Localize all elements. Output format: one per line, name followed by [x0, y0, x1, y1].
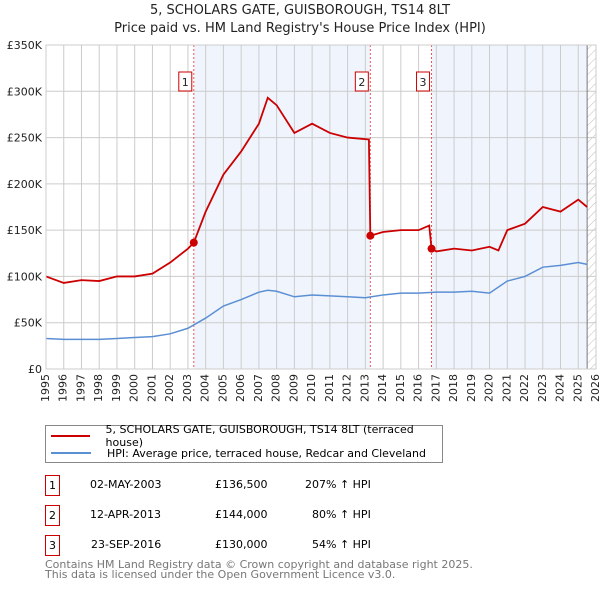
- x-tick-label: 2021: [500, 374, 513, 402]
- forecast-hatch: [587, 45, 596, 369]
- property-line: [45, 96, 588, 284]
- hpi-line: [45, 261, 588, 341]
- x-tick-label: 1996: [57, 374, 70, 402]
- footer-licence: This data is licensed under the Open Gov…: [45, 568, 396, 581]
- sale-number: 3: [45, 535, 60, 556]
- sale-point: [427, 244, 436, 253]
- sale-row: 2 12-APR-2013 £144,000 80% ↑ HPI: [45, 505, 445, 526]
- x-tick-label: 2016: [412, 374, 425, 402]
- legend-swatch-property: [51, 435, 90, 437]
- sale-price: £144,000: [215, 508, 268, 521]
- x-tick-label: 2005: [216, 374, 229, 402]
- x-tick-label: 1995: [39, 374, 52, 402]
- x-tick-label: 2023: [536, 374, 549, 402]
- chart: 1995 1996 1997 1998 1999 2000 2001 2002 2003 2004…: [7, 39, 600, 402]
- sale-point: [189, 238, 198, 247]
- x-tick-label: 2022: [518, 374, 531, 402]
- x-tick-label: 2019: [465, 374, 478, 402]
- sale-row: 3 23-SEP-2016 £130,000 54% ↑ HPI: [45, 535, 445, 556]
- x-tick-label: 2020: [483, 374, 496, 402]
- legend: 5, SCHOLARS GATE, GUISBOROUGH, TS14 8LT …: [45, 423, 443, 463]
- y-tick-label: £150K: [7, 224, 43, 237]
- y-tick-label: £0: [28, 363, 42, 376]
- sale-number: 2: [45, 505, 60, 526]
- x-tick-label: 2014: [376, 374, 389, 402]
- footer-copyright: Contains HM Land Registry data © Crown c…: [45, 558, 473, 571]
- footer: Contains HM Land Registry data © Crown c…: [45, 558, 473, 581]
- x-tick-label: 2008: [270, 374, 283, 402]
- x-tick-label: 1997: [74, 374, 87, 402]
- sale-hpi: 80% ↑ HPI: [312, 508, 371, 521]
- x-tick-label: 2011: [323, 374, 336, 402]
- x-tick-label: 2007: [252, 374, 265, 402]
- sale-marker-box: [416, 71, 431, 92]
- x-tick-label: 2015: [394, 374, 407, 402]
- sale-row: 1 02-MAY-2003 £136,500 207% ↑ HPI: [45, 475, 445, 496]
- legend-label-hpi: HPI: Average price, terraced house, Redc…: [107, 446, 426, 460]
- x-tick-label: 2003: [181, 374, 194, 402]
- x-tick-label: 2009: [287, 374, 300, 402]
- sale-marker-box: [178, 71, 193, 92]
- sale-hpi: 207% ↑ HPI: [305, 478, 371, 491]
- chart-subtitle: Price paid vs. HM Land Registry's House …: [114, 21, 486, 36]
- shaded-period: [431, 45, 588, 369]
- sale-date: 23-SEP-2016: [91, 538, 162, 551]
- sale-number: 1: [45, 475, 60, 496]
- x-tick-label: 2026: [589, 374, 600, 402]
- sale-date: 12-APR-2013: [90, 508, 162, 521]
- sale-hpi: 54% ↑ HPI: [312, 538, 371, 551]
- x-tick-label: 2024: [554, 374, 567, 402]
- y-tick-label: £200K: [7, 178, 43, 191]
- x-tick-label: 2000: [128, 374, 141, 402]
- y-tick-label: £300K: [7, 85, 43, 98]
- sale-marker-label: 2: [358, 76, 365, 89]
- x-tick-label: 2025: [571, 374, 584, 402]
- y-tick-label: £100K: [7, 270, 43, 283]
- sale-date: 02-MAY-2003: [90, 478, 162, 491]
- x-tick-label: 2002: [163, 374, 176, 402]
- x-tick-label: 2013: [358, 374, 371, 402]
- sale-price: £130,000: [215, 538, 268, 551]
- x-tick-label: 2010: [305, 374, 318, 402]
- sale-point: [366, 231, 375, 240]
- sale-price: £136,500: [215, 478, 268, 491]
- x-tick-label: 1998: [92, 374, 105, 402]
- legend-label-property: 5, SCHOLARS GATE, GUISBOROUGH, TS14 8LT …: [105, 423, 414, 449]
- y-tick-label: £50K: [14, 317, 43, 330]
- x-tick-label: 2012: [341, 374, 354, 402]
- x-tick-label: 1999: [110, 374, 123, 402]
- legend-swatch-hpi: [51, 452, 91, 454]
- sale-marker-box: [354, 71, 369, 92]
- x-tick-label: 2018: [447, 374, 460, 402]
- shaded-period: [193, 45, 371, 369]
- sale-marker-label: 1: [182, 76, 189, 89]
- x-tick-label: 2004: [199, 374, 212, 402]
- chart-title: 5, SCHOLARS GATE, GUISBOROUGH, TS14 8LT: [149, 3, 451, 18]
- x-tick-label: 2001: [145, 374, 158, 402]
- y-tick-label: £250K: [7, 132, 43, 145]
- x-tick-label: 2017: [429, 374, 442, 402]
- x-tick-label: 2006: [234, 374, 247, 402]
- plot-border: [45, 44, 597, 370]
- sale-marker-label: 3: [420, 76, 427, 89]
- y-tick-label: £350K: [7, 39, 43, 52]
